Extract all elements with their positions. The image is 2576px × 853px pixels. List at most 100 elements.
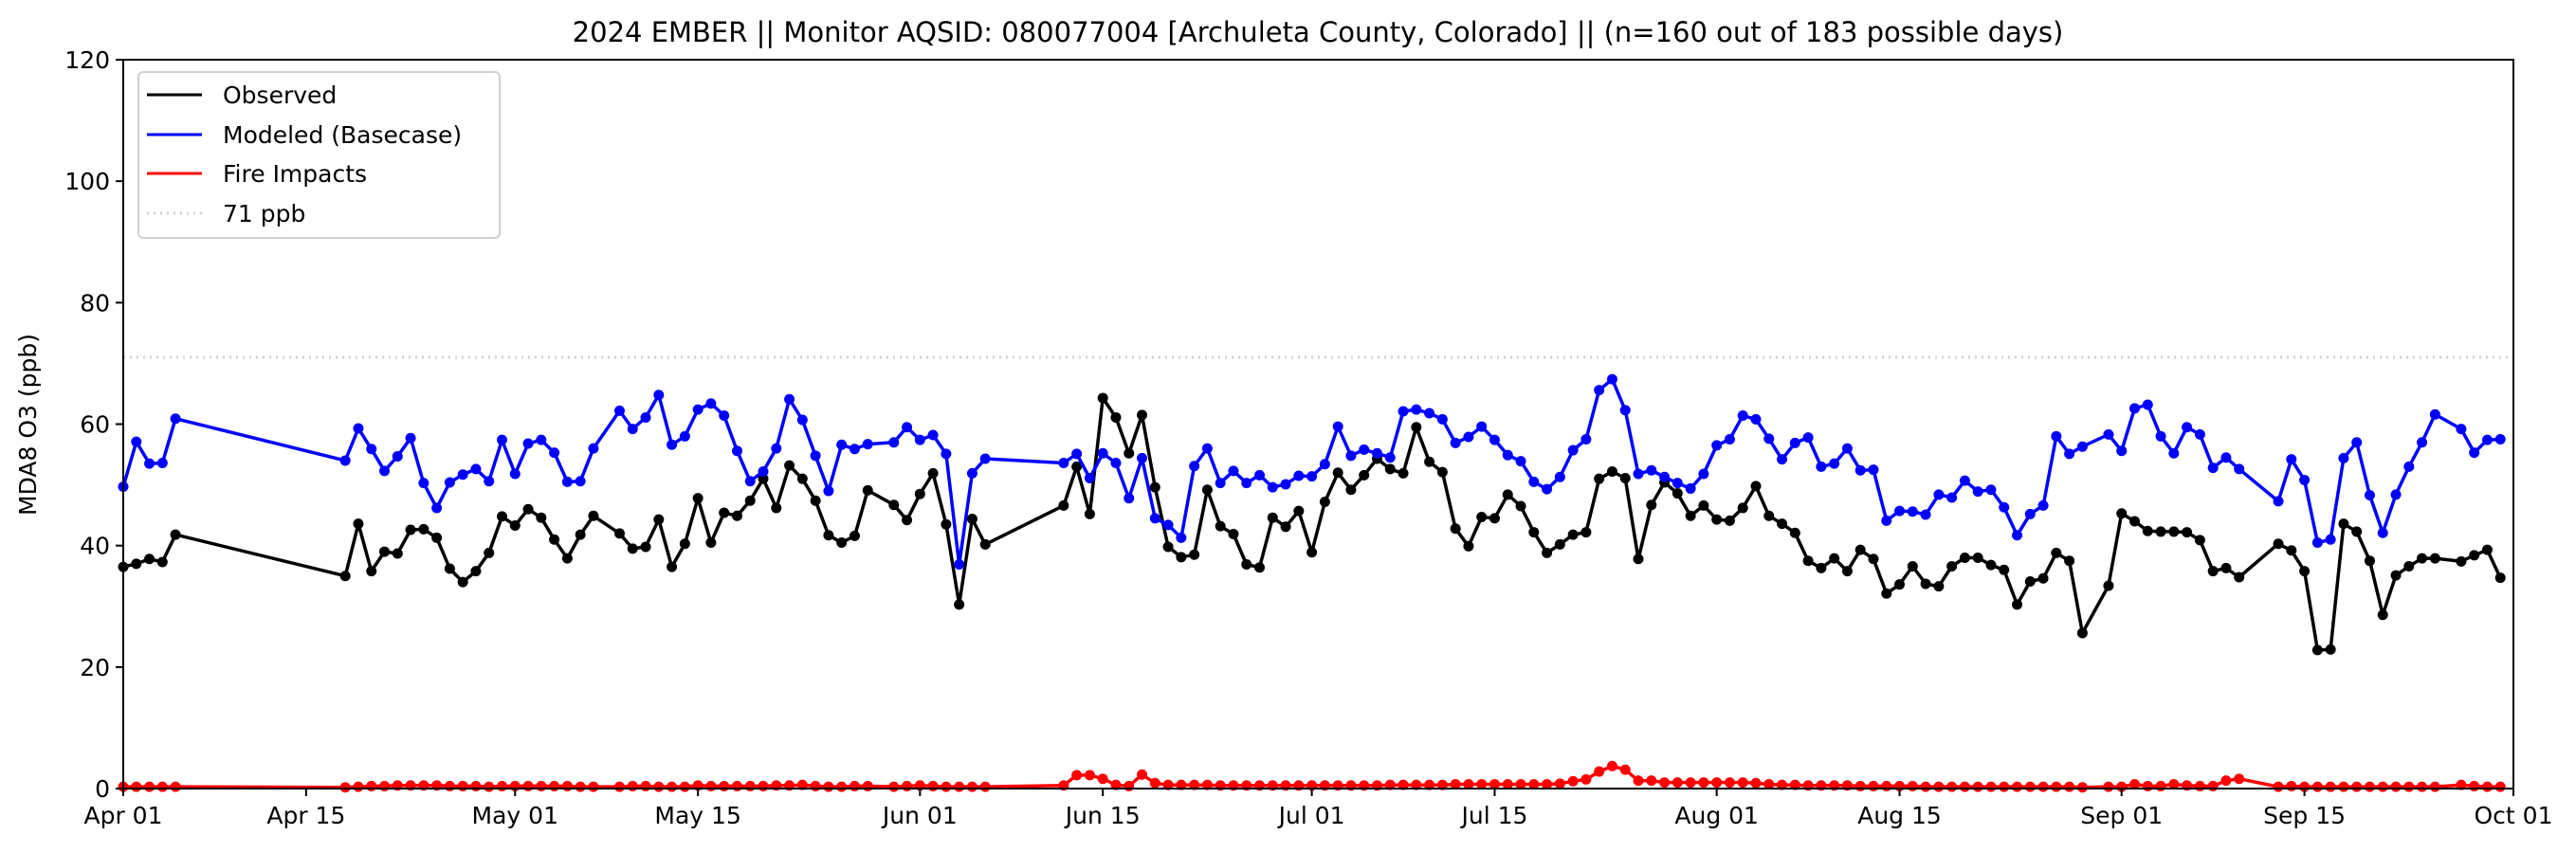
legend-label-fire: Fire Impacts (223, 160, 367, 188)
data-point-fire-impacts (156, 781, 168, 792)
data-point-modeled-basecase (653, 390, 665, 401)
series-line-modeled-basecase (121, 377, 2501, 567)
data-point-fire-impacts (1868, 780, 1879, 791)
data-point-fire-impacts (1071, 770, 1083, 781)
data-point-observed (1528, 527, 1540, 538)
data-point-modeled-basecase (1606, 373, 1617, 385)
data-point-observed (2182, 527, 2193, 538)
data-point-modeled-basecase (1489, 434, 1500, 445)
data-point-observed (1881, 588, 1892, 599)
data-point-observed (2469, 550, 2480, 561)
data-point-modeled-basecase (1254, 469, 1266, 481)
data-point-observed (144, 554, 155, 565)
data-point-observed (1280, 521, 1291, 533)
data-point-fire-impacts (796, 779, 808, 790)
data-point-observed (1933, 581, 1945, 592)
x-tick-label: Oct 01 (2475, 802, 2553, 829)
data-point-fire-impacts (2469, 780, 2480, 791)
data-point-observed (1737, 502, 1748, 514)
data-point-modeled-basecase (379, 465, 391, 477)
data-point-fire-impacts (719, 780, 730, 791)
data-point-fire-impacts (2037, 781, 2049, 792)
data-point-observed (536, 512, 547, 523)
data-point-fire-impacts (1489, 779, 1500, 790)
data-point-observed (954, 599, 965, 610)
data-point-modeled-basecase (131, 436, 142, 447)
data-point-observed (914, 488, 925, 499)
data-point-fire-impacts (1633, 775, 1644, 787)
y-tick-label: 60 (80, 411, 110, 439)
data-point-observed (849, 530, 860, 541)
data-point-observed (2299, 566, 2311, 577)
data-point-observed (366, 566, 377, 577)
data-point-observed (2024, 575, 2036, 587)
data-point-fire-impacts (1907, 780, 1918, 791)
data-point-fire-impacts (2494, 781, 2506, 792)
data-point-modeled-basecase (1672, 478, 1683, 489)
data-point-fire-impacts (1424, 779, 1435, 790)
data-point-observed (1763, 510, 1775, 521)
legend-box (137, 71, 501, 239)
data-point-modeled-basecase (1816, 461, 1827, 472)
data-point-observed (1672, 488, 1683, 499)
data-point-observed (1907, 560, 1918, 572)
data-point-fire-impacts (758, 780, 769, 791)
data-point-modeled-basecase (2273, 496, 2284, 507)
data-point-modeled-basecase (1137, 452, 1148, 463)
data-point-fire-impacts (2194, 780, 2205, 791)
series-modeled-basecase (118, 373, 2506, 571)
data-point-fire-impacts (1450, 779, 1461, 790)
data-point-observed (1215, 520, 1226, 532)
data-point-modeled-basecase (1933, 489, 1945, 500)
data-point-observed (1802, 555, 1814, 567)
data-point-observed (1750, 481, 1762, 492)
data-point-observed (888, 499, 900, 511)
data-point-observed (484, 547, 495, 558)
legend: Observed Modeled (Basecase) Fire Impacts… (137, 71, 501, 239)
data-point-modeled-basecase (902, 422, 913, 433)
data-point-observed (679, 538, 690, 550)
x-tick-label: Aug 15 (1857, 802, 1942, 829)
data-point-modeled-basecase (575, 476, 586, 487)
data-point-observed (2116, 508, 2128, 519)
data-point-modeled-basecase (2051, 430, 2062, 442)
data-point-fire-impacts (2024, 781, 2036, 792)
data-point-observed (810, 495, 821, 506)
data-point-fire-impacts (2207, 780, 2219, 791)
data-point-modeled-basecase (536, 434, 547, 445)
data-point-modeled-basecase (2037, 499, 2049, 511)
data-point-fire-impacts (927, 780, 939, 791)
data-point-modeled-basecase (731, 445, 742, 457)
data-point-modeled-basecase (1345, 450, 1357, 462)
data-point-fire-impacts (954, 781, 965, 792)
data-point-modeled-basecase (1110, 458, 1122, 469)
data-point-modeled-basecase (914, 434, 925, 445)
data-point-observed (744, 495, 756, 506)
data-point-observed (627, 543, 638, 554)
data-point-modeled-basecase (1215, 478, 1226, 489)
data-point-modeled-basecase (2403, 461, 2415, 472)
data-point-observed (1345, 484, 1357, 496)
data-point-modeled-basecase (366, 444, 377, 455)
data-point-fire-impacts (1463, 779, 1474, 790)
data-point-observed (1959, 552, 1970, 563)
data-point-observed (1149, 481, 1160, 493)
data-point-fire-impacts (1763, 779, 1775, 790)
data-point-fire-impacts (484, 781, 495, 792)
series-observed (118, 392, 2506, 656)
data-point-modeled-basecase (1972, 486, 1983, 498)
data-point-observed (2338, 518, 2349, 530)
data-point-observed (1515, 500, 1526, 512)
data-point-observed (2311, 644, 2323, 656)
data-point-modeled-basecase (1359, 444, 1370, 455)
data-point-modeled-basecase (1542, 483, 1553, 495)
data-point-fire-impacts (2168, 779, 2180, 790)
data-point-fire-impacts (744, 780, 756, 791)
data-point-fire-impacts (1972, 781, 1983, 792)
x-tick-label: Sep 15 (2263, 802, 2346, 829)
data-point-modeled-basecase (1189, 461, 1200, 472)
data-point-modeled-basecase (2116, 445, 2128, 457)
data-point-observed (1476, 512, 1488, 523)
data-point-fire-impacts (1737, 777, 1748, 789)
